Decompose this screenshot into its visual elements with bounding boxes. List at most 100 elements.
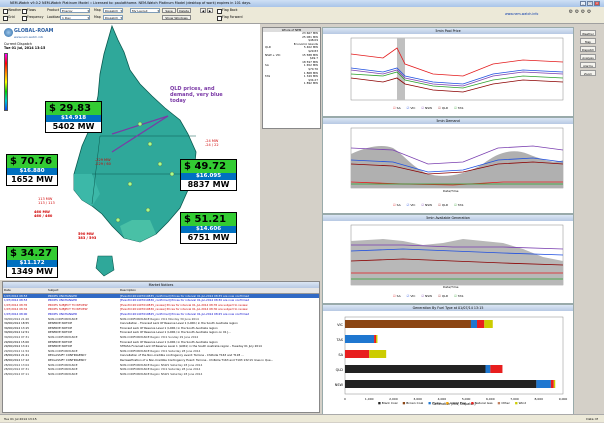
notice-description: NON-CONFORMANCE Region VIC1 Saturday 28 … — [120, 348, 201, 353]
col-date[interactable]: Date — [3, 288, 47, 294]
close-button[interactable]: × — [594, 1, 600, 6]
notice-date: 30/06/2014 07:31 — [4, 334, 30, 339]
frequency-checkbox[interactable] — [22, 16, 27, 21]
notice-row[interactable]: 29/06/2014 11:54 NON-CONFORMANCE NON-CONFO… — [3, 349, 319, 354]
summary-value: Economic Islands — [293, 41, 318, 46]
brand-logo: GLOBAL-ROAM — [14, 29, 54, 34]
notice-row[interactable]: 30/06/2014 07:31 NON-CONFORMANCE NON-CONFO… — [3, 335, 319, 340]
notice-row[interactable]: 28/06/2014 17:12 RECLASSIFY CONTINGENCY Re… — [3, 358, 319, 363]
notice-subject: PRICES UNCHANGED — [47, 293, 119, 299]
demand-chart[interactable]: 5min Demand Date/Time ☑ SA ☑ VIC ☑ NSW ☑ QL… — [322, 117, 574, 214]
legend-item-vic[interactable]: ☑ VIC — [406, 203, 416, 207]
flag-back-checkbox[interactable] — [217, 9, 222, 14]
lookback-select[interactable]: 1 Day — [60, 15, 90, 20]
col-description[interactable]: Description — [119, 288, 319, 294]
notice-row[interactable]: 1/07/2014 08:53 PRICES UNCHANGED [EventId:… — [3, 298, 319, 303]
qld-price: $ 29.83 — [46, 102, 101, 115]
notice-row[interactable]: 30/06/2014 21:20 NON-CONFORMANCE NON-CONFO… — [3, 317, 319, 322]
summary-row: $48.09 — [263, 39, 320, 43]
legend-item-sa[interactable]: ☑ SA — [393, 203, 401, 207]
notice-row[interactable]: 29/06/2014 13:21 RESERVE NOTICE STPASA For… — [3, 344, 319, 349]
grid-checkbox[interactable] — [3, 16, 8, 21]
legend-item-tas[interactable]: ☑ TAS — [454, 294, 464, 298]
layout-select[interactable]: My Layout — [130, 8, 160, 13]
fuel-generation-chart[interactable]: Generation By Fuel Type at 01/07/14 13:1… — [322, 304, 574, 415]
region-vic[interactable]: $ 51.21 $14.606 6751 MW — [180, 212, 237, 244]
fuel-legend-natural-gas[interactable]: ■ Natural Gas — [470, 401, 493, 405]
notice-row[interactable]: 30/06/2014 13:15 RESERVE NOTICE Forecast L… — [3, 326, 319, 331]
side-button-map[interactable]: Map — [580, 38, 596, 44]
notice-row[interactable]: 30/06/2014 18:55 RESERVE NOTICE Cancellati… — [3, 321, 319, 326]
flag-forward-checkbox[interactable] — [217, 16, 222, 21]
fuel-legend-liquid-fuel[interactable]: ■ Liquid Fuel — [446, 401, 466, 405]
legend-item-sa[interactable]: ☑ SA — [393, 106, 401, 110]
notice-description: NON-CONFORMANCE Region VIC1 Sunday 29 Ju… — [120, 334, 199, 339]
summary-row: 25 081 MW — [263, 35, 320, 40]
notice-row[interactable]: 28/06/2014 21:41 RECLASSIFY CONTINGENCY Ca… — [3, 353, 319, 358]
weather-checkbox[interactable] — [3, 9, 8, 14]
fuel-legend-other[interactable]: ■ Other — [497, 401, 510, 405]
product-select[interactable]: Energy — [60, 8, 90, 13]
side-button-weather[interactable]: Weather — [580, 30, 596, 36]
save-layout-button[interactable]: Save — [162, 8, 176, 13]
notice-row[interactable]: 28/06/2014 13:04 NON-CONFORMANCE NON-CONFO… — [3, 363, 319, 368]
map-select[interactable]: Dispatch — [103, 8, 123, 13]
series-line-nsw — [350, 145, 564, 165]
notice-row[interactable]: 29/06/2014 15:00 RESERVE NOTICE Forecast L… — [3, 340, 319, 345]
notice-row[interactable]: 30/06/2014 12:51 RESERVE NOTICE Forecast L… — [3, 330, 319, 335]
col-subject[interactable]: Subject — [47, 288, 119, 294]
legend-item-nsw[interactable]: ☑ NSW — [421, 203, 433, 207]
notice-row[interactable]: 1/07/2014 08:00 PRICES UNCHANGED [EventId:… — [3, 312, 319, 317]
fuel-legend-black-coal[interactable]: ■ Black Coal — [378, 401, 398, 405]
delete-layout-button[interactable]: Delete — [177, 8, 191, 13]
fuel-bar-sa-wind — [369, 350, 387, 358]
toolbar-icon-strip: ⚙ ⚙ ⚙ ⚙ — [568, 9, 592, 15]
notice-row[interactable]: 28/06/2014 07:11 NON-CONFORMANCE NON-CONFO… — [3, 372, 319, 377]
side-button-dispatch[interactable]: Dispatch — [580, 46, 596, 52]
tas-demand: 1349 MW — [7, 267, 57, 277]
available-generation-chart[interactable]: 5min Available Generation Date/Time ☑ SA… — [322, 214, 574, 304]
show-windows-button[interactable]: Show Windows — [162, 15, 191, 20]
fuel-bar-sa-natural-gas — [345, 350, 370, 358]
notice-row[interactable]: 1/07/2014 08:32 PRICES SUBJECT TO REVIEW [… — [3, 307, 319, 312]
fuel-xtick: 0 — [344, 397, 346, 401]
notice-description: Cancellation of the Non-credible conting… — [120, 353, 244, 358]
step-forward-button[interactable]: ▶ — [207, 8, 213, 13]
legend-item-vic[interactable]: ☑ VIC — [406, 106, 416, 110]
notice-date: 30/06/2014 21:20 — [4, 316, 30, 321]
legend-item-qld[interactable]: ☑ QLD — [438, 294, 449, 298]
fuel-legend-wind[interactable]: ■ Wind — [514, 401, 527, 405]
region-nsw[interactable]: $ 49.72 $16.095 8837 MW — [180, 159, 237, 191]
side-button-analysis[interactable]: Analysis — [580, 54, 596, 60]
map2-select[interactable]: Dispatch — [103, 15, 123, 20]
pool-price-chart[interactable]: 5min Pool Price ☑ SA ☑ VIC ☑ NSW ☑ QLD ☑ TAS — [322, 27, 574, 117]
legend-item-qld[interactable]: ☑ QLD — [438, 106, 449, 110]
fuel-legend-hydro[interactable]: ■ Hydro — [428, 401, 442, 405]
legend-item-sa[interactable]: ☑ SA — [393, 294, 401, 298]
notice-row[interactable]: 1/07/2014 08:53 PRICES UNCHANGED [EventId:… — [3, 293, 319, 299]
side-button-zoom[interactable]: Zoom — [580, 70, 596, 76]
summary-row: Economic Islands — [263, 41, 320, 47]
notice-row[interactable]: 28/06/2014 07:31 NON-CONFORMANCE NON-CONFO… — [3, 367, 319, 372]
region-sa[interactable]: $ 70.76 $16.880 1652 MW — [6, 154, 58, 186]
pool-price-legend: ☑ SA ☑ VIC ☑ NSW ☑ QLD ☑ TAS — [393, 106, 469, 110]
legend-item-nsw[interactable]: ☑ NSW — [421, 106, 433, 110]
side-button-alarms[interactable]: Alarms — [580, 62, 596, 68]
legend-item-tas[interactable]: ☑ TAS — [454, 203, 464, 207]
legend-item-nsw[interactable]: ☑ NSW — [421, 294, 433, 298]
fuel-legend-brown-coal[interactable]: ■ Brown Coal — [402, 401, 424, 405]
step-back-button[interactable]: ◀ — [200, 8, 206, 13]
legend-item-tas[interactable]: ☑ TAS — [454, 106, 464, 110]
nem-watch-link[interactable]: www.nem-watch.info — [505, 12, 539, 16]
legend-item-qld[interactable]: ☑ QLD — [438, 203, 449, 207]
minimize-button[interactable]: _ — [580, 1, 586, 6]
flows-checkbox[interactable] — [22, 9, 27, 14]
region-tas[interactable]: $ 34.27 $11.172 1349 MW — [6, 246, 58, 278]
summary-value: $49.7 — [309, 56, 318, 61]
notice-row[interactable]: 1/07/2014 08:35 PRICES SUBJECT TO REVIEW [… — [3, 303, 319, 308]
notice-subject: NON-CONFORMANCE — [48, 371, 78, 376]
notice-description: [EventId:201407010835_confirmed] Prices … — [119, 293, 319, 299]
region-qld[interactable]: $ 29.83 $14.918 5402 MW — [45, 101, 102, 133]
legend-item-vic[interactable]: ☑ VIC — [406, 294, 416, 298]
maximize-button[interactable]: □ — [587, 1, 593, 6]
